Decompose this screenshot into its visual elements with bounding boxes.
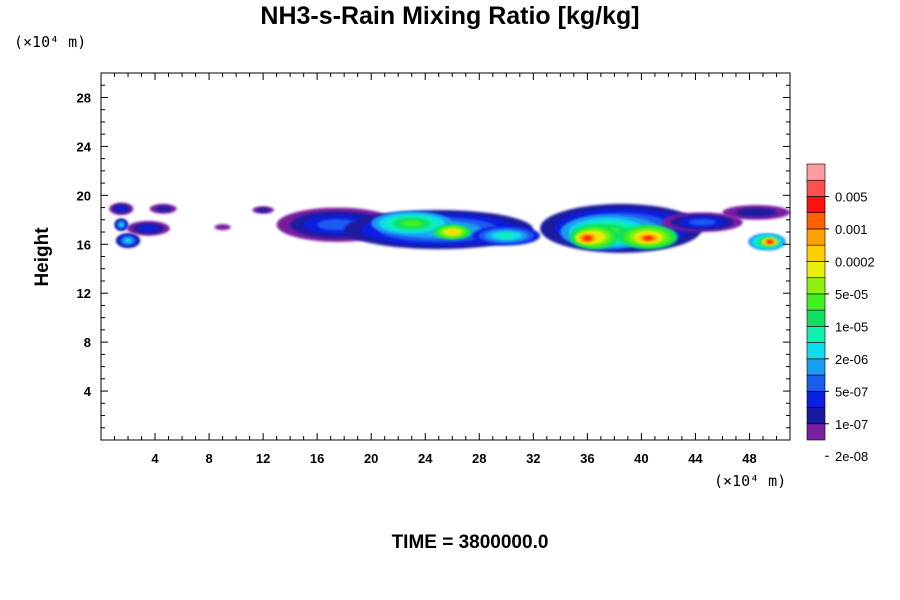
x-tick-label: 40 xyxy=(634,451,648,466)
x-tick-label: 4 xyxy=(151,451,159,466)
colorbar-swatch xyxy=(806,196,826,214)
colorbar-label: 5e-05 xyxy=(835,287,868,302)
contour-cell-17-4 xyxy=(644,236,652,240)
colorbar-swatch xyxy=(806,293,826,311)
colorbar-swatch xyxy=(806,244,826,262)
contour-cell-0-2 xyxy=(116,206,127,212)
colorbar-label: 2e-08 xyxy=(835,449,868,464)
contour-cell-4-1 xyxy=(155,205,172,212)
contour-cell-11-4 xyxy=(497,233,516,239)
colorbar-label: 5e-07 xyxy=(835,384,868,399)
contour-cell-16-4 xyxy=(584,236,591,240)
contour-cell-1-4 xyxy=(124,238,132,243)
y-tick-label: 16 xyxy=(77,237,91,252)
x-tick-label: 24 xyxy=(418,451,433,466)
y-tick-label: 20 xyxy=(77,188,91,203)
contour-cell-6-1 xyxy=(256,207,270,213)
colorbar-label: 0.001 xyxy=(835,222,868,237)
x-tick-label: 20 xyxy=(364,451,378,466)
colorbar-swatch xyxy=(806,277,826,295)
x-tick-label: 48 xyxy=(742,451,756,466)
colorbar-label: 2e-06 xyxy=(835,352,868,367)
colorbar-swatch xyxy=(806,179,826,197)
colorbar-swatch xyxy=(806,423,826,441)
colorbar-swatch xyxy=(806,212,826,230)
colorbar-label: 0.0002 xyxy=(835,254,875,269)
colorbar-swatch xyxy=(806,390,826,408)
x-tick-label: 44 xyxy=(688,451,703,466)
contour-cell-2-4 xyxy=(119,223,124,227)
y-axis-unit: (×10⁴ m) xyxy=(14,33,87,51)
x-tick-label: 16 xyxy=(310,451,324,466)
y-tick-label: 28 xyxy=(77,90,91,105)
contour-cell-21-4 xyxy=(767,240,772,244)
colorbar-label: 0.005 xyxy=(835,189,868,204)
y-tick-label: 12 xyxy=(77,286,91,301)
contour-cell-10-4 xyxy=(447,230,458,235)
x-tick-label: 32 xyxy=(526,451,540,466)
colorbar-swatch xyxy=(806,326,826,343)
colorbar-label: 1e-07 xyxy=(835,417,868,432)
contour-cell-18-3 xyxy=(688,218,716,226)
colorbar-swatch xyxy=(806,374,826,392)
plot-frame xyxy=(100,72,791,441)
contour-field xyxy=(109,202,790,253)
colorbar-swatch xyxy=(806,228,826,246)
time-label: TIME = 3800000.0 xyxy=(391,532,549,553)
x-axis-unit: (×10⁴ m) xyxy=(714,472,787,490)
chart-title: NH3-s-Rain Mixing Ratio [kg/kg] xyxy=(260,2,640,30)
colorbar-swatch xyxy=(806,358,826,376)
x-tick-label: 36 xyxy=(580,451,594,466)
contour-cell-19-1 xyxy=(735,208,777,217)
contour-cell-3-2 xyxy=(139,225,158,232)
contour-cell-5-0 xyxy=(214,224,231,231)
colorbar-swatch xyxy=(806,342,826,360)
y-tick-label: 4 xyxy=(84,384,92,399)
colorbar-label: 1e-05 xyxy=(835,319,868,334)
y-tick-label: 24 xyxy=(77,139,92,154)
x-tick-label: 12 xyxy=(256,451,270,466)
colorbar-swatch xyxy=(806,261,826,278)
colorbar: 0.005 0.001 0.0002 5e-05 1e-05 2e-06 5e-07 1e-0… xyxy=(806,163,875,464)
y-tick-label: 8 xyxy=(84,335,91,350)
contour-cell-9-4 xyxy=(400,220,423,227)
colorbar-swatch xyxy=(806,309,826,327)
x-tick-label: 8 xyxy=(205,451,212,466)
colorbar-swatch xyxy=(806,407,826,425)
x-tick-label: 28 xyxy=(472,451,486,466)
colorbar-swatch xyxy=(806,163,826,181)
